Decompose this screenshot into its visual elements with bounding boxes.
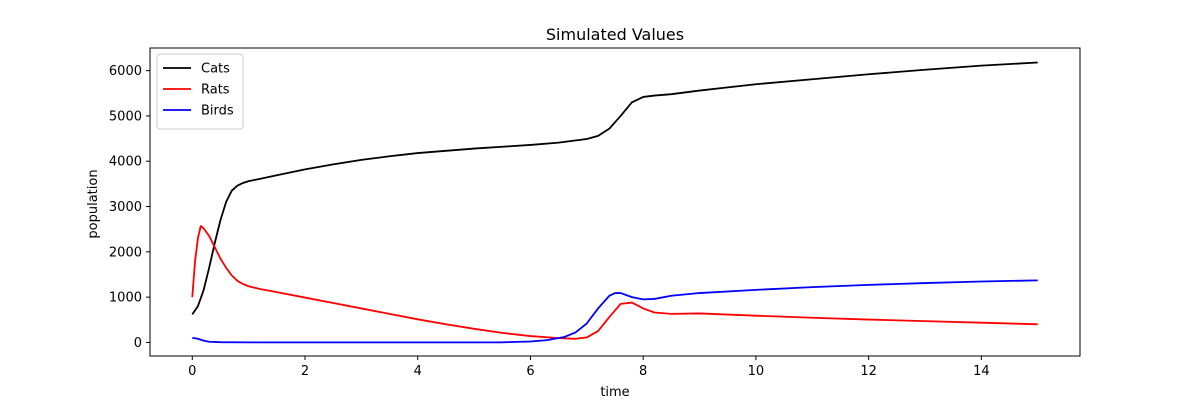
plot-frame [149,47,1081,357]
x-tick-label: 10 [748,364,765,379]
axes: 0 2 4 6 8 10 12 14 0 1000 2000 3000 4000 5000 6000 [109,47,1081,379]
legend-label-rats: Rats [201,83,230,98]
y-tick-label: 3000 [109,200,142,215]
x-tick-label: 0 [188,364,196,379]
x-tick-label: 2 [301,364,309,379]
y-tick-label: 5000 [109,109,142,124]
x-tick-label: 8 [639,364,647,379]
x-tick-label: 4 [414,364,422,379]
series-line-rats [191,225,1038,340]
legend: Cats Rats Birds [156,53,244,130]
legend-label-cats: Cats [201,62,230,77]
plot-area [191,61,1038,344]
y-tick-label: 1000 [109,291,142,306]
y-tick-label: 6000 [109,64,142,79]
x-tick-label: 14 [973,364,990,379]
series-line-cats [191,61,1038,315]
chart-title: Simulated Values [546,25,684,44]
x-tick-label: 12 [860,364,877,379]
series-line-birds [192,279,1038,344]
y-tick-label: 4000 [109,155,142,170]
y-tick-label: 2000 [109,245,142,260]
legend-label-birds: Birds [201,104,234,119]
x-axis-label: time [600,385,629,400]
y-tick-label: 0 [134,336,142,351]
x-tick-label: 6 [526,364,534,379]
y-axis-label: population [86,169,101,238]
